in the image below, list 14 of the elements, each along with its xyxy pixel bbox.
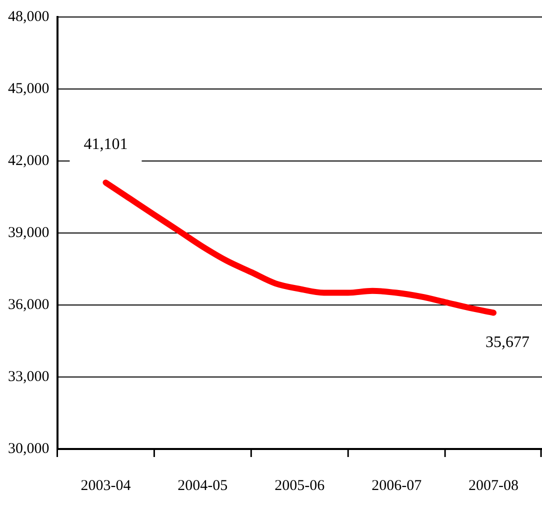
y-tick-label: 42,000 — [8, 152, 50, 169]
y-tick-label: 36,000 — [8, 296, 50, 313]
y-tick-label: 45,000 — [8, 80, 50, 97]
data-label: 35,677 — [486, 334, 530, 351]
x-tick-label: 2005-06 — [274, 478, 326, 494]
y-tick-label: 30,000 — [8, 440, 50, 457]
y-tick-label: 48,000 — [8, 8, 50, 25]
x-tick-label: 2007-08 — [468, 478, 519, 494]
x-tick-label: 2004-05 — [178, 478, 228, 494]
y-tick-label: 33,000 — [8, 368, 50, 385]
data-label: 41,101 — [84, 136, 128, 153]
x-tick-label: 2003-04 — [80, 478, 132, 494]
x-tick-label: 2006-07 — [372, 478, 422, 494]
y-tick-label: 39,000 — [8, 224, 50, 241]
